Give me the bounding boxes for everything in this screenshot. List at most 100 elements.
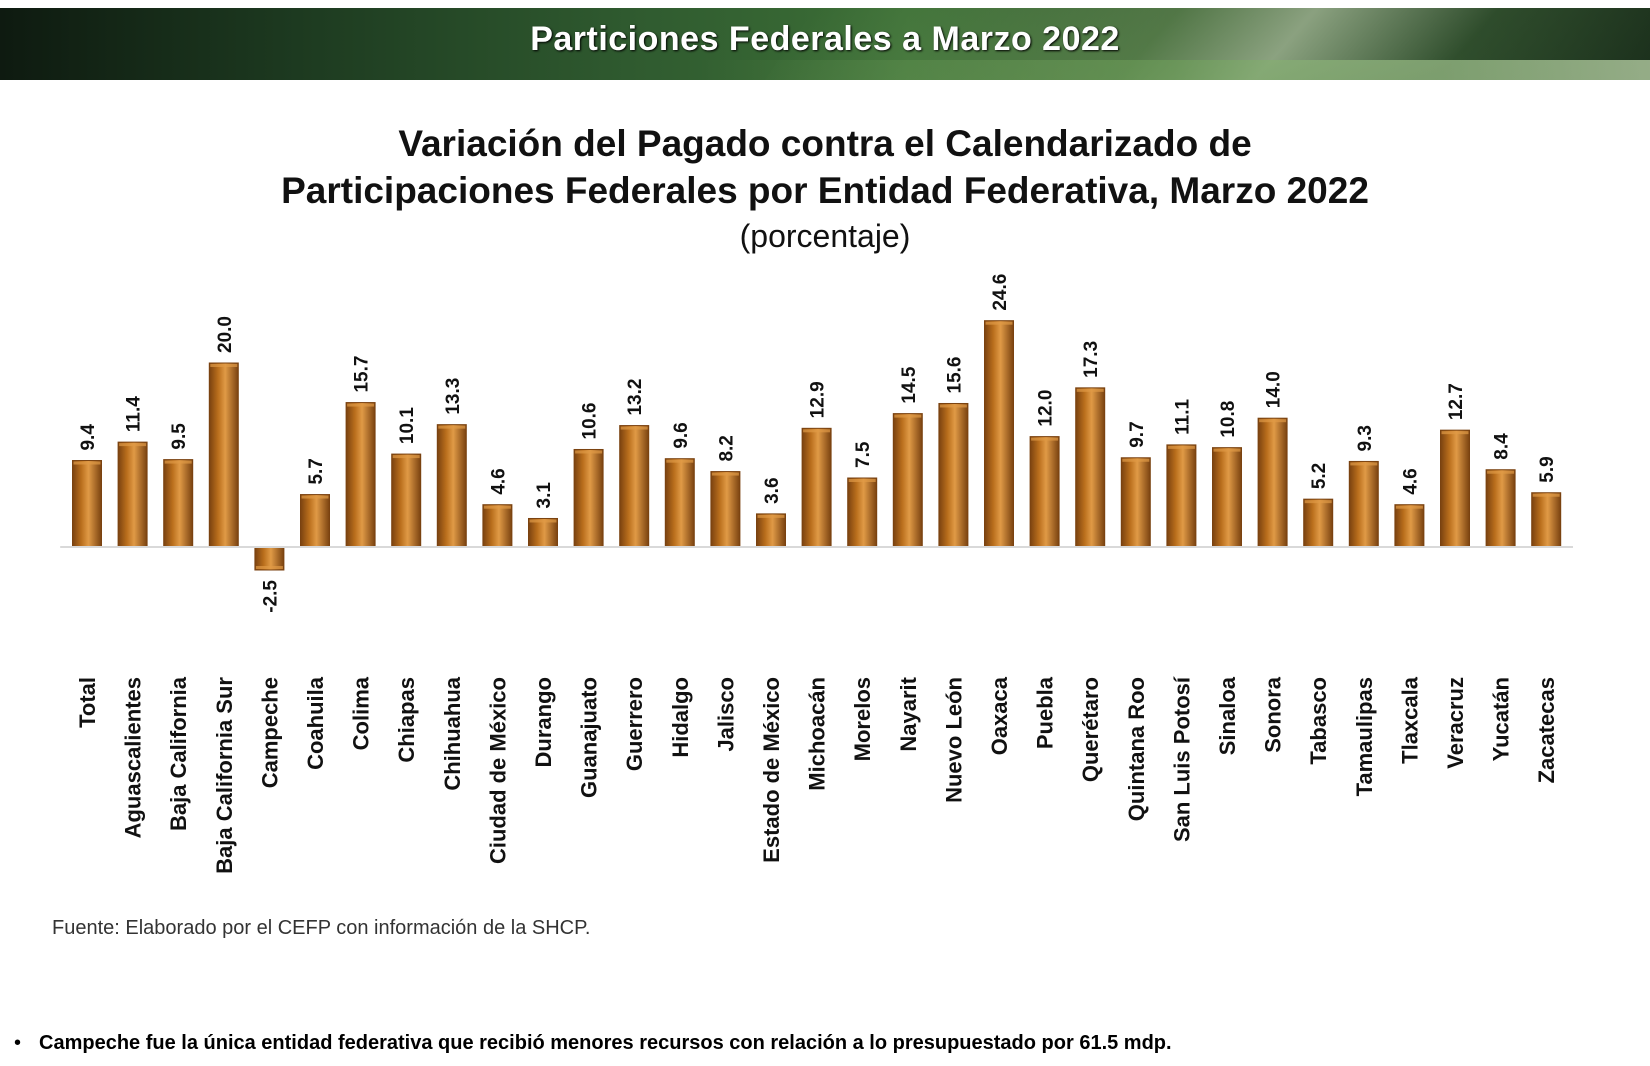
chart-title-line-1: Variación del Pagado contra el Calendari… — [398, 123, 1252, 164]
bar-bevel — [73, 461, 101, 465]
bar — [1485, 469, 1516, 548]
bar — [1212, 447, 1242, 548]
value-label: 4.6 — [1400, 468, 1421, 494]
category-label: Guerrero — [622, 677, 647, 771]
bar — [892, 413, 923, 548]
category-label: Campeche — [257, 677, 282, 788]
bar-bevel — [255, 566, 283, 569]
bar — [391, 453, 422, 548]
bar-bevel — [347, 403, 375, 407]
bar — [1394, 504, 1425, 548]
bar-bevel — [1122, 458, 1150, 462]
bar-bevel — [666, 459, 694, 463]
category-label: Aguascalientes — [121, 677, 146, 838]
value-label: 5.2 — [1309, 463, 1330, 489]
bar-bevel — [985, 321, 1013, 325]
category-label: Hidalgo — [668, 677, 693, 758]
category-label: Tamaulipas — [1352, 677, 1377, 796]
bar-bevel — [164, 460, 192, 464]
banner-decoration-stripe — [700, 60, 1650, 80]
source-note: Fuente: Elaborado por el CEFP con inform… — [52, 917, 591, 939]
category-label: Total — [75, 677, 100, 728]
category-label: Morelos — [850, 677, 875, 761]
bar-bevel — [848, 479, 876, 482]
category-label: Sinaloa — [1215, 676, 1240, 755]
bar — [710, 471, 741, 548]
value-label: 12.0 — [1036, 390, 1057, 427]
bar-bevel — [1167, 445, 1195, 449]
bar-bevel — [575, 450, 603, 454]
bar-bevel — [620, 426, 648, 430]
category-label: Querétaro — [1078, 677, 1103, 782]
value-label: 9.3 — [1355, 425, 1376, 451]
bar-bevel — [529, 519, 557, 523]
bar-bevel — [757, 514, 785, 518]
category-label: Baja California Sur — [212, 677, 237, 874]
value-label: 10.6 — [580, 402, 601, 439]
value-label: 7.5 — [853, 441, 874, 468]
bar — [345, 402, 376, 548]
value-label: 10.8 — [1218, 401, 1239, 438]
bar-bevel — [1441, 431, 1469, 435]
bars-layer — [72, 320, 1562, 571]
value-label: 5.7 — [306, 458, 327, 484]
bar-bevel — [1031, 437, 1059, 441]
category-label: Guanajuato — [577, 677, 602, 798]
value-label: 3.6 — [762, 477, 783, 503]
bar — [1075, 387, 1106, 548]
bar-bevel — [1213, 448, 1241, 452]
bar — [1348, 460, 1379, 548]
value-label: 15.7 — [352, 356, 373, 393]
bar — [163, 459, 194, 548]
category-label: Puebla — [1033, 676, 1058, 749]
category-label: Durango — [531, 677, 556, 767]
value-label: 9.4 — [78, 424, 99, 451]
value-labels-layer: 9.4 11.4 9.5 20.0 -2.5 5.7 15.7 10.1 13.3 4.6 3.1 1… — [78, 274, 1558, 613]
value-label: 9.6 — [671, 422, 692, 448]
bar-bevel — [1487, 470, 1515, 474]
bar-bevel — [438, 425, 466, 429]
bar-bevel — [119, 443, 147, 447]
value-label: 24.6 — [990, 274, 1011, 311]
category-label: Nayarit — [896, 676, 921, 751]
category-label: Nuevo León — [941, 677, 966, 803]
category-label: Tlaxcala — [1397, 676, 1422, 764]
bar — [300, 494, 330, 548]
category-label: Sonora — [1261, 676, 1286, 753]
bar — [1303, 498, 1334, 548]
bar — [619, 425, 650, 548]
category-label: Baja California — [166, 676, 191, 831]
header-banner: Particiones Federales a Marzo 2022 — [0, 8, 1650, 80]
value-label: 9.7 — [1127, 421, 1148, 447]
value-label: 8.4 — [1492, 433, 1513, 460]
bar-bevel — [939, 404, 967, 408]
category-label: Zacatecas — [1534, 677, 1559, 783]
category-label: Coahuila — [303, 676, 328, 770]
bar-bevel — [894, 414, 922, 418]
bar — [1029, 436, 1060, 548]
value-label: 14.5 — [899, 366, 920, 403]
bar — [1120, 457, 1151, 548]
value-label: 5.9 — [1537, 456, 1558, 482]
category-label: Veracruz — [1443, 677, 1468, 769]
value-label: 11.1 — [1172, 399, 1193, 435]
bar-bevel — [1259, 419, 1287, 423]
bar-bevel — [210, 364, 238, 367]
category-label: Quintana Roo — [1124, 677, 1149, 821]
bar — [1257, 417, 1288, 548]
bar — [208, 362, 239, 548]
chart-subtitle: (porcentaje) — [739, 218, 911, 254]
bullet-glyph: • — [14, 1032, 22, 1054]
value-label: 15.6 — [944, 356, 965, 393]
bar — [436, 424, 467, 548]
category-label: Estado de México — [759, 677, 784, 863]
value-label: -2.5 — [260, 580, 281, 613]
bar — [1531, 492, 1562, 548]
value-label: 11.4 — [124, 396, 145, 432]
value-label: 13.3 — [443, 378, 464, 415]
bar-bevel — [483, 505, 511, 509]
category-label: Chiapas — [394, 677, 419, 763]
bar-chart: 9.4 11.4 9.5 20.0 -2.5 5.7 15.7 10.1 13.3 4.6 3.1 1… — [60, 274, 1573, 874]
category-label: Chihuahua — [440, 676, 465, 790]
chart-title: Variación del Pagado contra el Calendari… — [0, 120, 1650, 214]
